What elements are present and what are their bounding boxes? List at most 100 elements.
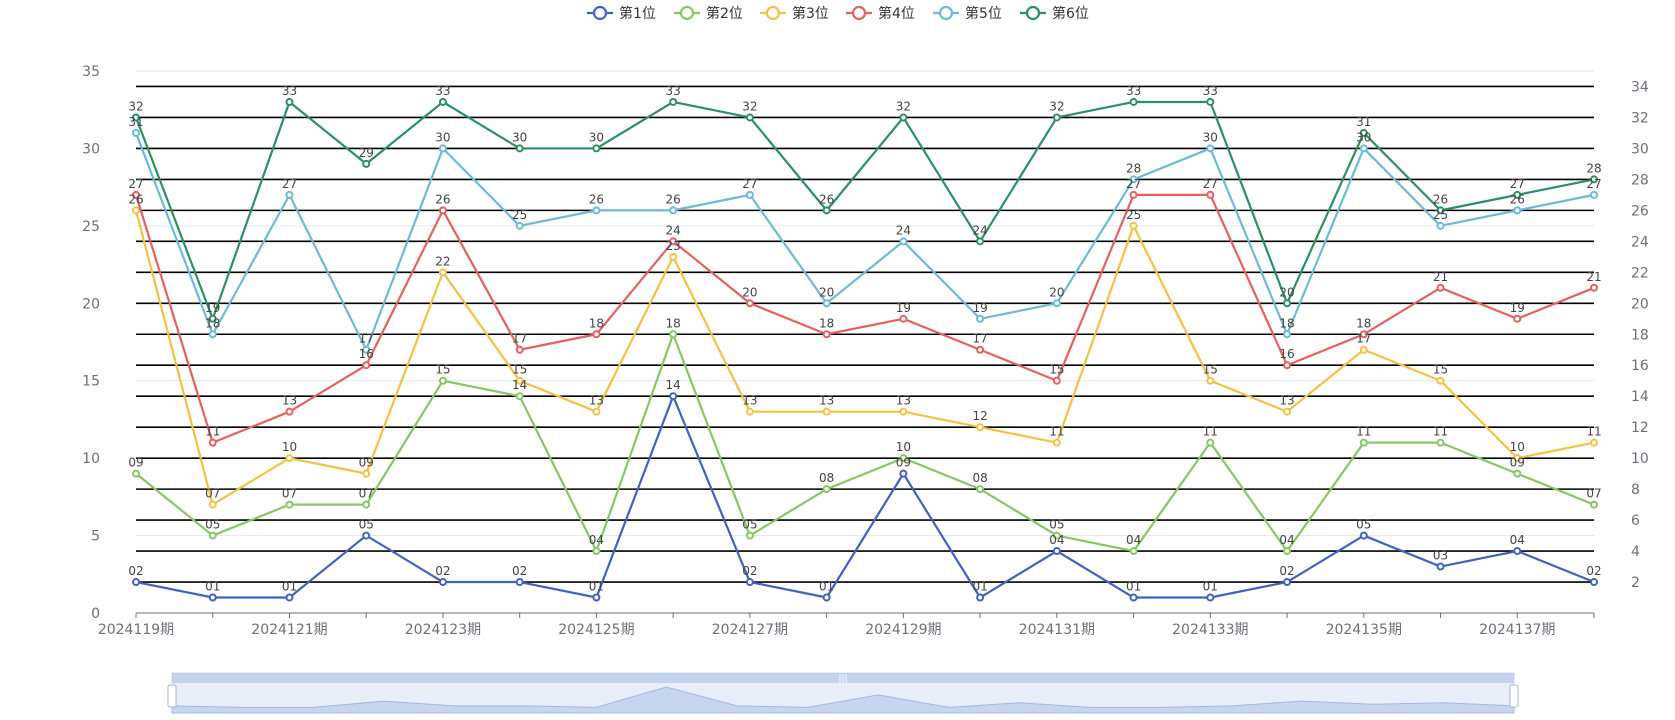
data-point[interactable] (745, 407, 754, 416)
data-point[interactable] (592, 547, 601, 556)
data-point[interactable] (1590, 190, 1598, 199)
data-point[interactable] (1052, 438, 1061, 447)
legend-item-5[interactable]: 第5位 (933, 5, 1002, 22)
data-point[interactable] (592, 144, 601, 153)
data-point[interactable] (515, 221, 524, 230)
data-point[interactable] (669, 392, 678, 401)
data-point[interactable] (132, 113, 140, 122)
data-point[interactable] (976, 485, 985, 494)
data-point[interactable] (515, 345, 524, 354)
data-point[interactable] (822, 485, 831, 494)
data-point[interactable] (976, 423, 985, 432)
data-point[interactable] (208, 531, 217, 540)
data-point[interactable] (132, 578, 140, 587)
data-point[interactable] (1436, 562, 1445, 571)
data-point[interactable] (1206, 97, 1215, 106)
data-point[interactable] (592, 407, 601, 416)
data-point[interactable] (976, 593, 985, 602)
data-point[interactable] (899, 454, 908, 463)
data-point[interactable] (669, 252, 678, 261)
data-point[interactable] (669, 97, 678, 106)
data-point[interactable] (899, 407, 908, 416)
legend-item-3[interactable]: 第3位 (760, 5, 829, 22)
data-point[interactable] (745, 531, 754, 540)
data-point[interactable] (669, 330, 678, 339)
data-point[interactable] (362, 159, 371, 168)
data-point[interactable] (1283, 547, 1292, 556)
data-point[interactable] (745, 113, 754, 122)
data-point[interactable] (1436, 206, 1445, 215)
data-point[interactable] (208, 314, 217, 323)
data-point[interactable] (1283, 361, 1292, 370)
datazoom-move-bar[interactable] (172, 673, 1514, 683)
data-point[interactable] (208, 330, 217, 339)
data-point[interactable] (1590, 578, 1598, 587)
data-point[interactable] (1359, 345, 1368, 354)
data-point[interactable] (1052, 376, 1061, 385)
data-point[interactable] (1436, 376, 1445, 385)
data-point[interactable] (285, 454, 294, 463)
data-point[interactable] (208, 593, 217, 602)
data-point[interactable] (1513, 206, 1522, 215)
data-point[interactable] (1590, 175, 1598, 184)
data-point[interactable] (1206, 438, 1215, 447)
data-point[interactable] (1283, 299, 1292, 308)
data-point[interactable] (362, 345, 371, 354)
data-point[interactable] (1513, 190, 1522, 199)
data-point[interactable] (976, 237, 985, 246)
data-point[interactable] (132, 469, 140, 478)
data-point[interactable] (822, 407, 831, 416)
data-point[interactable] (1283, 407, 1292, 416)
data-point[interactable] (132, 128, 140, 137)
data-point[interactable] (362, 500, 371, 509)
datazoom-slider[interactable]: ||| (167, 672, 1519, 714)
data-point[interactable] (132, 206, 140, 215)
legend-item-2[interactable]: 第2位 (674, 5, 743, 22)
data-point[interactable] (208, 500, 217, 509)
data-point[interactable] (745, 299, 754, 308)
data-point[interactable] (515, 392, 524, 401)
data-point[interactable] (362, 531, 371, 540)
data-point[interactable] (745, 190, 754, 199)
data-point[interactable] (1359, 330, 1368, 339)
data-point[interactable] (1513, 314, 1522, 323)
data-point[interactable] (1283, 330, 1292, 339)
data-point[interactable] (1052, 113, 1061, 122)
legend-item-1[interactable]: 第1位 (587, 5, 656, 22)
data-point[interactable] (1129, 593, 1138, 602)
legend-item-6[interactable]: 第6位 (1020, 5, 1089, 22)
data-point[interactable] (899, 237, 908, 246)
data-point[interactable] (1436, 221, 1445, 230)
data-point[interactable] (669, 237, 678, 246)
data-point[interactable] (592, 206, 601, 215)
data-point[interactable] (669, 206, 678, 215)
data-point[interactable] (1129, 190, 1138, 199)
datazoom-left-handle[interactable] (167, 684, 177, 708)
data-point[interactable] (1283, 578, 1292, 587)
data-point[interactable] (822, 299, 831, 308)
data-point[interactable] (285, 97, 294, 106)
data-point[interactable] (1513, 469, 1522, 478)
data-point[interactable] (362, 361, 371, 370)
legend[interactable]: 第1位 第2位 第3位 第4位 第5位 第6位 (587, 5, 1089, 22)
data-point[interactable] (1359, 128, 1368, 137)
data-point[interactable] (285, 407, 294, 416)
data-point[interactable] (285, 593, 294, 602)
data-point[interactable] (1590, 283, 1598, 292)
data-point[interactable] (132, 190, 140, 199)
data-point[interactable] (976, 314, 985, 323)
data-point[interactable] (592, 593, 601, 602)
data-point[interactable] (362, 469, 371, 478)
data-point[interactable] (1052, 531, 1061, 540)
data-point[interactable] (745, 578, 754, 587)
data-point[interactable] (822, 206, 831, 215)
data-point[interactable] (438, 206, 447, 215)
data-point[interactable] (438, 268, 447, 277)
data-point[interactable] (1206, 144, 1215, 153)
data-point[interactable] (1359, 438, 1368, 447)
data-point[interactable] (1206, 376, 1215, 385)
data-point[interactable] (1129, 97, 1138, 106)
data-point[interactable] (899, 469, 908, 478)
data-point[interactable] (1513, 454, 1522, 463)
data-point[interactable] (1590, 438, 1598, 447)
